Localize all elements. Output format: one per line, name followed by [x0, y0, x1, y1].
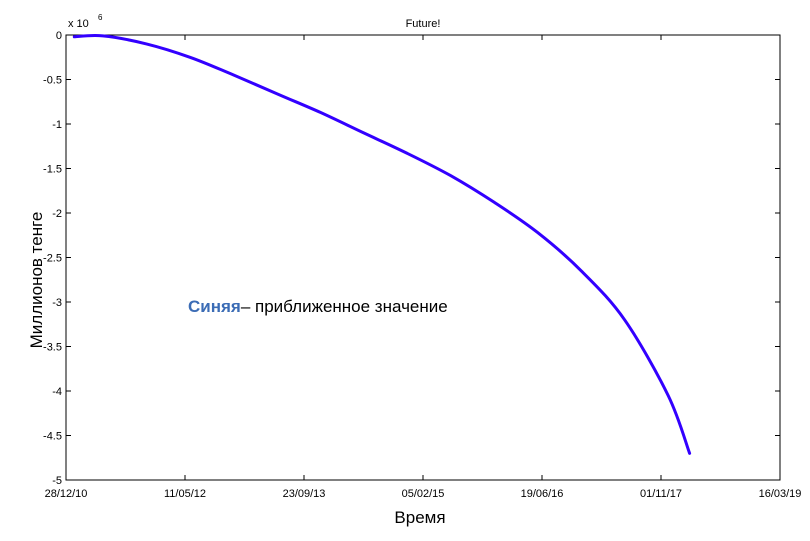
chart-title: Future!: [406, 18, 441, 30]
annotation-rest: – приближенное значение: [240, 297, 448, 316]
y-tick-label: -4: [52, 386, 62, 398]
x-tick-label: 05/02/15: [402, 488, 445, 500]
y-axis-label: Миллионов тенге: [27, 211, 46, 349]
x-tick-label: 11/05/12: [164, 488, 206, 500]
x-tick-label: 16/03/19: [759, 488, 802, 500]
y-tick-label: -1: [52, 119, 62, 131]
x-axis-label: Время: [394, 508, 446, 527]
y-tick-label: -0.5: [43, 75, 62, 87]
series-line: [72, 34, 692, 455]
y-multiplier: x 10: [68, 18, 89, 30]
x-tick-label: 28/12/10: [45, 488, 88, 500]
annotation-highlight: Синяя: [188, 297, 241, 316]
y-tick-label: -5: [52, 475, 62, 487]
annotation-label: Синяя– приближенное значение: [188, 297, 448, 317]
y-tick-label: -3: [52, 297, 62, 309]
y-tick-label: -4.5: [43, 431, 62, 443]
series-layer: [72, 34, 692, 455]
ticks-layer: 0 -0.5 -1 -1.5 -2 -2.5 -3 -3.5 -4 -4.5 -528/12/10 1…: [43, 30, 801, 500]
y-multiplier-exponent: 6: [98, 13, 103, 22]
x-tick-label: 01/11/17: [640, 488, 682, 500]
y-tick-label: -3.5: [43, 342, 62, 354]
x-tick-label: 19/06/16: [521, 488, 564, 500]
plot-area: [65, 34, 781, 481]
y-tick-label: -2.5: [43, 253, 62, 265]
y-tick-label: -2: [52, 208, 62, 220]
x-tick-label: 23/09/13: [283, 488, 326, 500]
y-tick-label: -1.5: [43, 164, 62, 176]
y-tick-label: 0: [56, 30, 62, 42]
